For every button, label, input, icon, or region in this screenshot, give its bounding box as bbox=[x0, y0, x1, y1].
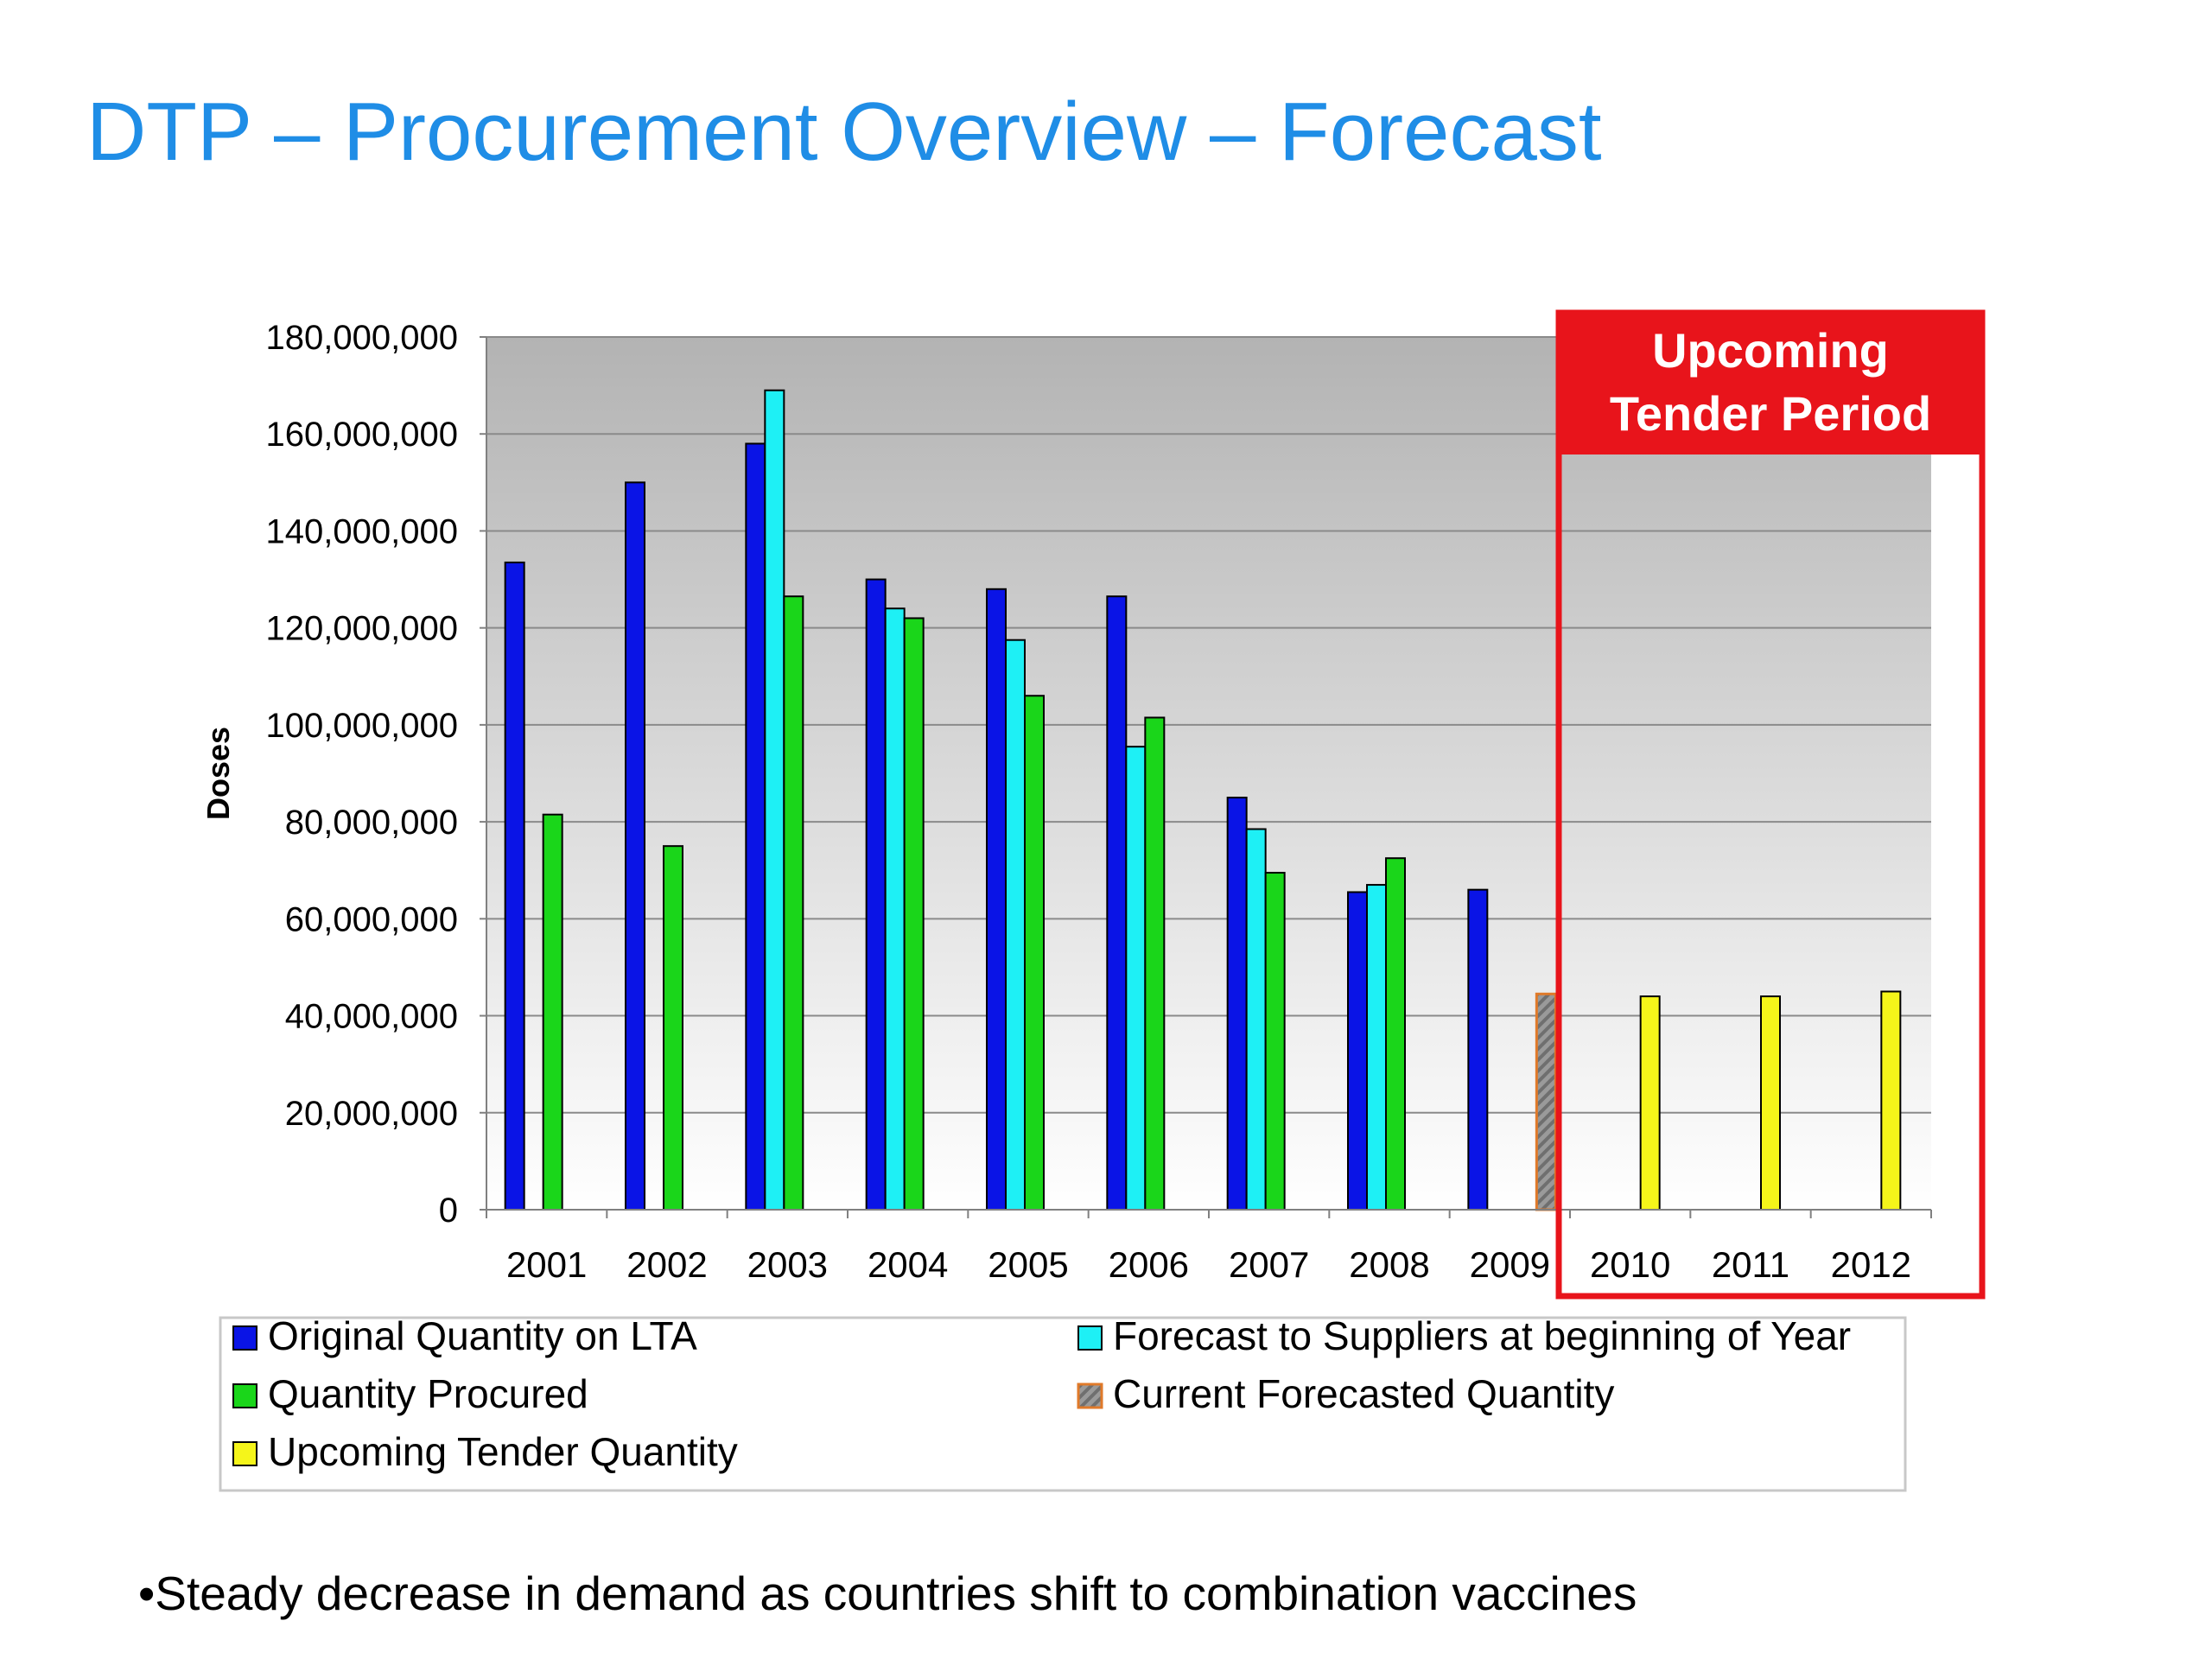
legend-swatch bbox=[1077, 1325, 1103, 1351]
bar-original-quantity-on-lta bbox=[1347, 891, 1368, 1211]
legend-swatch bbox=[232, 1441, 257, 1466]
bar-forecast-to-suppliers-at-beginning-of-year bbox=[884, 607, 906, 1211]
x-tick-label: 2004 bbox=[868, 1244, 948, 1285]
bar-quantity-procured bbox=[1144, 716, 1166, 1211]
bar-quantity-procured bbox=[903, 617, 925, 1211]
legend-swatch bbox=[232, 1383, 257, 1408]
bar-original-quantity-on-lta bbox=[745, 442, 766, 1211]
tender-period-banner bbox=[1559, 313, 1982, 454]
legend-swatch bbox=[1077, 1382, 1103, 1409]
bar-original-quantity-on-lta bbox=[1467, 888, 1489, 1211]
y-tick-label: 20,000,000 bbox=[285, 1095, 458, 1133]
y-tick-label: 40,000,000 bbox=[285, 998, 458, 1036]
bar-current-forecasted-quantity bbox=[1535, 992, 1557, 1211]
x-tick-label: 2003 bbox=[747, 1244, 828, 1285]
x-tick-label: 2010 bbox=[1590, 1244, 1670, 1285]
y-tick-label: 80,000,000 bbox=[285, 804, 458, 842]
x-tick-label: 2006 bbox=[1109, 1244, 1189, 1285]
plot-background bbox=[486, 337, 1931, 1210]
tender-period-label-line1: Upcoming bbox=[1652, 323, 1889, 378]
axes: 0 20,000,000 40,000,000 60,000,000 80,000,00… bbox=[200, 319, 1932, 1285]
bar-original-quantity-on-lta bbox=[1106, 595, 1128, 1211]
legend-label: Upcoming Tender Quantity bbox=[268, 1429, 738, 1474]
bar-quantity-procured bbox=[663, 845, 683, 1211]
bar-quantity-procured bbox=[1024, 695, 1045, 1211]
x-tick-label: 2001 bbox=[506, 1244, 587, 1285]
bar-forecast-to-suppliers-at-beginning-of-year bbox=[1005, 639, 1026, 1211]
bar-forecast-to-suppliers-at-beginning-of-year bbox=[1125, 746, 1147, 1211]
tender-period-label-line2: Tender Period bbox=[1610, 386, 1931, 441]
y-tick-label: 160,000,000 bbox=[266, 416, 458, 454]
bar-original-quantity-on-lta bbox=[1226, 797, 1248, 1211]
bar-quantity-procured bbox=[542, 813, 563, 1211]
bars bbox=[504, 389, 1902, 1211]
gridlines bbox=[486, 336, 1931, 1114]
x-tick-label: 2012 bbox=[1831, 1244, 1911, 1285]
y-axis-title: Doses bbox=[200, 727, 236, 820]
x-tick-label: 2007 bbox=[1229, 1244, 1309, 1285]
bar-forecast-to-suppliers-at-beginning-of-year bbox=[1366, 884, 1387, 1211]
bar-original-quantity-on-lta bbox=[504, 561, 525, 1211]
slide-title: DTP – Procurement Overview – Forecast bbox=[86, 86, 1602, 178]
y-tick-label: 0 bbox=[439, 1192, 458, 1230]
bar-original-quantity-on-lta bbox=[625, 481, 645, 1211]
bar-quantity-procured bbox=[783, 595, 804, 1211]
x-tick-label: 2008 bbox=[1349, 1244, 1429, 1285]
summary-bullet: •Steady decrease in demand as countries … bbox=[138, 1567, 1637, 1620]
plot-area bbox=[486, 337, 1931, 1210]
x-tick-label: 2005 bbox=[988, 1244, 1068, 1285]
bar-forecast-to-suppliers-at-beginning-of-year bbox=[764, 389, 785, 1211]
bar-upcoming-tender-quantity bbox=[1760, 995, 1781, 1211]
y-tick-label: 100,000,000 bbox=[266, 707, 458, 745]
legend-label: Current Forecasted Quantity bbox=[1113, 1371, 1614, 1416]
bar-upcoming-tender-quantity bbox=[1639, 995, 1661, 1211]
y-tick-label: 60,000,000 bbox=[285, 900, 458, 938]
x-tick-label: 2002 bbox=[626, 1244, 707, 1285]
legend: Original Quantity on LTA Forecast to Supp… bbox=[219, 1313, 1907, 1492]
bar-quantity-procured bbox=[1264, 872, 1286, 1211]
legend-box bbox=[219, 1316, 1907, 1492]
tender-period-highlight: Upcoming Tender Period bbox=[1555, 309, 1986, 1300]
legend-label: Original Quantity on LTA bbox=[268, 1313, 697, 1358]
bar-upcoming-tender-quantity bbox=[1880, 990, 1902, 1211]
legend-label: Forecast to Suppliers at beginning of Ye… bbox=[1113, 1313, 1851, 1358]
y-tick-label: 120,000,000 bbox=[266, 610, 458, 648]
bar-original-quantity-on-lta bbox=[865, 578, 887, 1211]
legend-label: Quantity Procured bbox=[268, 1371, 588, 1416]
y-tick-label: 180,000,000 bbox=[266, 319, 458, 357]
x-tick-label: 2009 bbox=[1470, 1244, 1550, 1285]
bar-forecast-to-suppliers-at-beginning-of-year bbox=[1245, 828, 1267, 1211]
bar-quantity-procured bbox=[1385, 857, 1406, 1211]
legend-swatch bbox=[232, 1325, 257, 1351]
x-tick-label: 2011 bbox=[1712, 1244, 1789, 1285]
y-tick-label: 140,000,000 bbox=[266, 512, 458, 550]
bar-original-quantity-on-lta bbox=[986, 588, 1007, 1211]
